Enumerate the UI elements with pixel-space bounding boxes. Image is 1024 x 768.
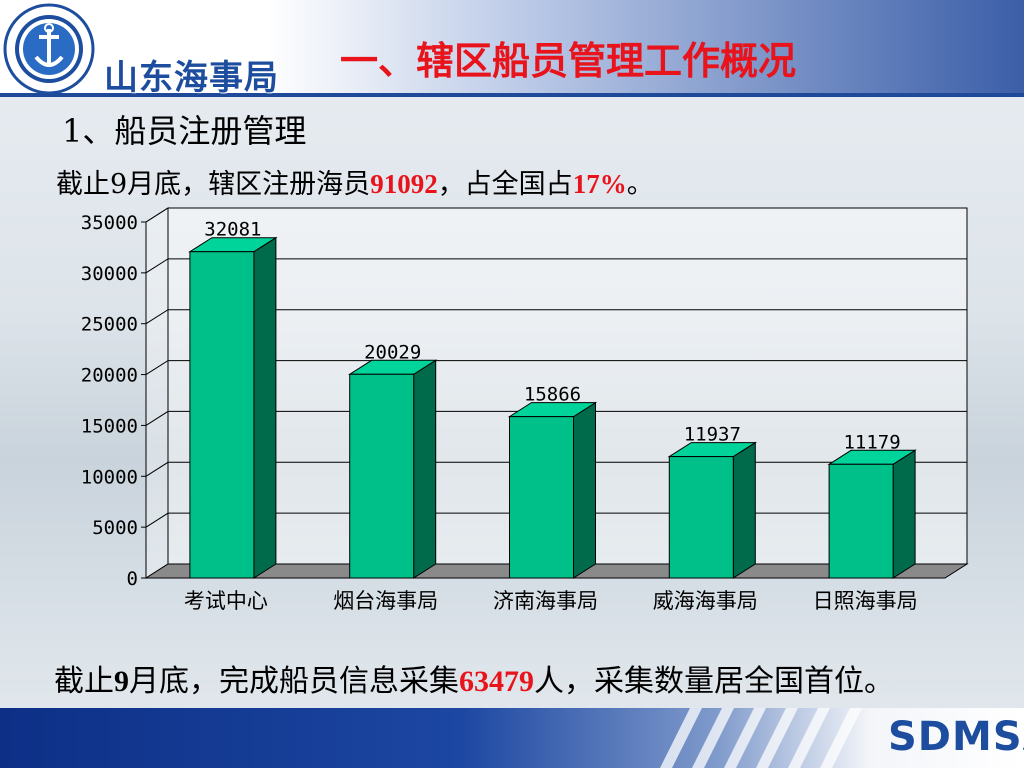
y-tick-label: 5000 — [92, 517, 138, 539]
bar-side — [892, 449, 916, 579]
y-tick-label: 15000 — [81, 415, 138, 437]
summary-text: 截止 — [54, 664, 114, 699]
data-label: 11179 — [843, 431, 900, 453]
section-subtitle: 1、船员注册管理 — [62, 112, 307, 150]
registered-count: 91092 — [370, 169, 438, 199]
y-tick-label: 20000 — [81, 365, 138, 387]
bar-side — [413, 359, 437, 579]
bar-side — [573, 401, 596, 579]
national-share: 17% — [572, 169, 627, 199]
plot-side-wall — [145, 207, 169, 579]
data-label: 15866 — [524, 384, 581, 406]
summary-text: ，占全国占 — [437, 169, 573, 200]
data-label: 11937 — [684, 424, 741, 446]
bar — [668, 456, 734, 579]
category-label: 烟台海事局 — [333, 589, 438, 613]
y-tick-label: 10000 — [81, 466, 138, 488]
gridline — [145, 410, 967, 426]
msa-logo-icon — [3, 3, 95, 95]
bar-chart: 0 5000 10000 15000 20000 25000 30000 35000 32081… — [81, 207, 969, 613]
bar-side — [732, 441, 756, 579]
data-label: 32081 — [204, 219, 261, 241]
registration-summary: 截止9月底，辖区注册海员91092，占全国占17%。 — [56, 162, 654, 201]
month-number: 9 — [114, 665, 129, 698]
category-label: 日照海事局 — [813, 589, 918, 613]
collection-summary: 截止9月底，完成船员信息采集63479人，采集数量居全国首位。 — [54, 656, 894, 700]
category-label: 济南海事局 — [493, 589, 598, 613]
bar — [828, 463, 894, 579]
summary-text: 人，采集数量居全国首位。 — [534, 664, 894, 699]
summary-text: 。 — [626, 169, 654, 200]
bar — [509, 416, 574, 579]
header-band — [0, 0, 1024, 96]
gridline — [145, 258, 967, 274]
y-tick-label: 30000 — [81, 263, 138, 285]
y-tick-label: 25000 — [81, 314, 138, 336]
bar-side — [253, 236, 277, 579]
bar — [189, 251, 255, 579]
collected-count: 63479 — [459, 665, 534, 698]
data-label: 20029 — [364, 341, 421, 363]
summary-text: 月底，完成船员信息采集 — [129, 664, 459, 699]
footer-brand: SDMSA — [888, 714, 1024, 760]
bar — [349, 373, 415, 579]
summary-text: 截止9月底，辖区注册海员 — [56, 169, 371, 200]
gridline — [145, 309, 967, 325]
y-tick-label: 0 — [127, 568, 138, 590]
y-tick-label: 35000 — [81, 212, 138, 234]
page-title: 一、辖区船员管理工作概况 — [340, 38, 797, 83]
gridline — [145, 360, 967, 375]
org-name: 山东海事局 — [104, 58, 279, 98]
gridline — [145, 207, 967, 223]
header-divider — [0, 93, 1024, 97]
footer-stripes — [660, 708, 862, 768]
category-label: 考试中心 — [184, 589, 268, 613]
category-label: 威海海事局 — [653, 589, 758, 613]
